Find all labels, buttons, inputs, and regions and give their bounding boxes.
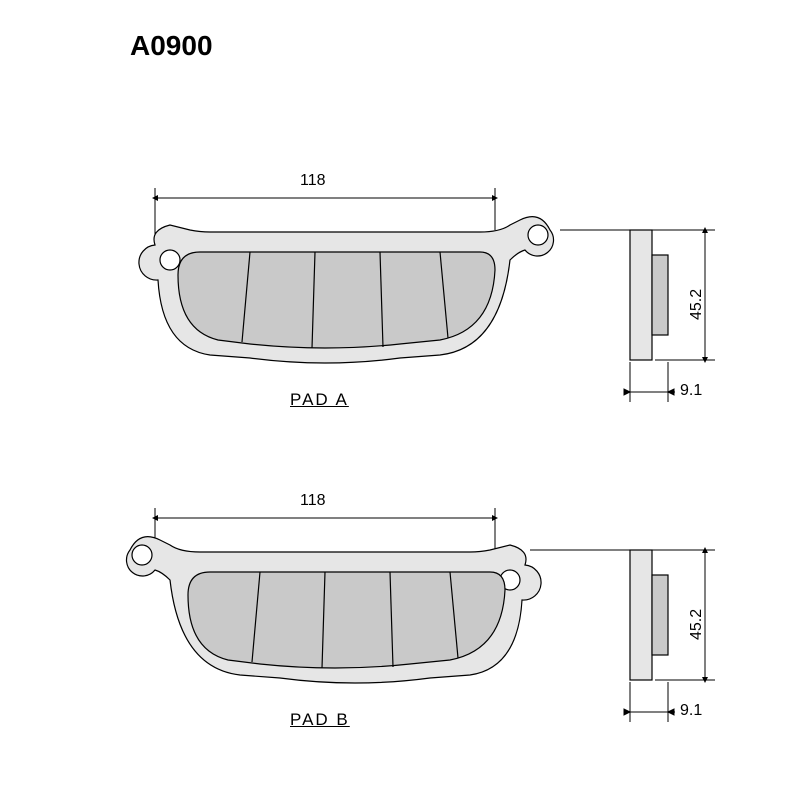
dim-thick-b-label: 9.1 (680, 702, 702, 720)
dim-width-b-label: 118 (300, 492, 326, 510)
dim-thick-b (624, 682, 675, 722)
part-number-title: A0900 (130, 30, 213, 62)
dim-height-a-label: 45.2 (688, 289, 706, 320)
pad-a-drawing (100, 180, 740, 420)
dim-thick-a-label: 9.1 (680, 382, 702, 400)
pad-a-front (139, 217, 554, 363)
dim-height-b-label: 45.2 (688, 609, 706, 640)
pad-b-label: PAD B (290, 710, 350, 730)
pad-b-front (126, 537, 541, 683)
dim-thick-a (624, 362, 675, 402)
pad-a-side (630, 230, 668, 360)
pad-a-label: PAD A (290, 390, 349, 410)
pad-b-side (630, 550, 668, 680)
pad-b-drawing (100, 500, 740, 740)
dim-width-a-label: 118 (300, 172, 326, 190)
